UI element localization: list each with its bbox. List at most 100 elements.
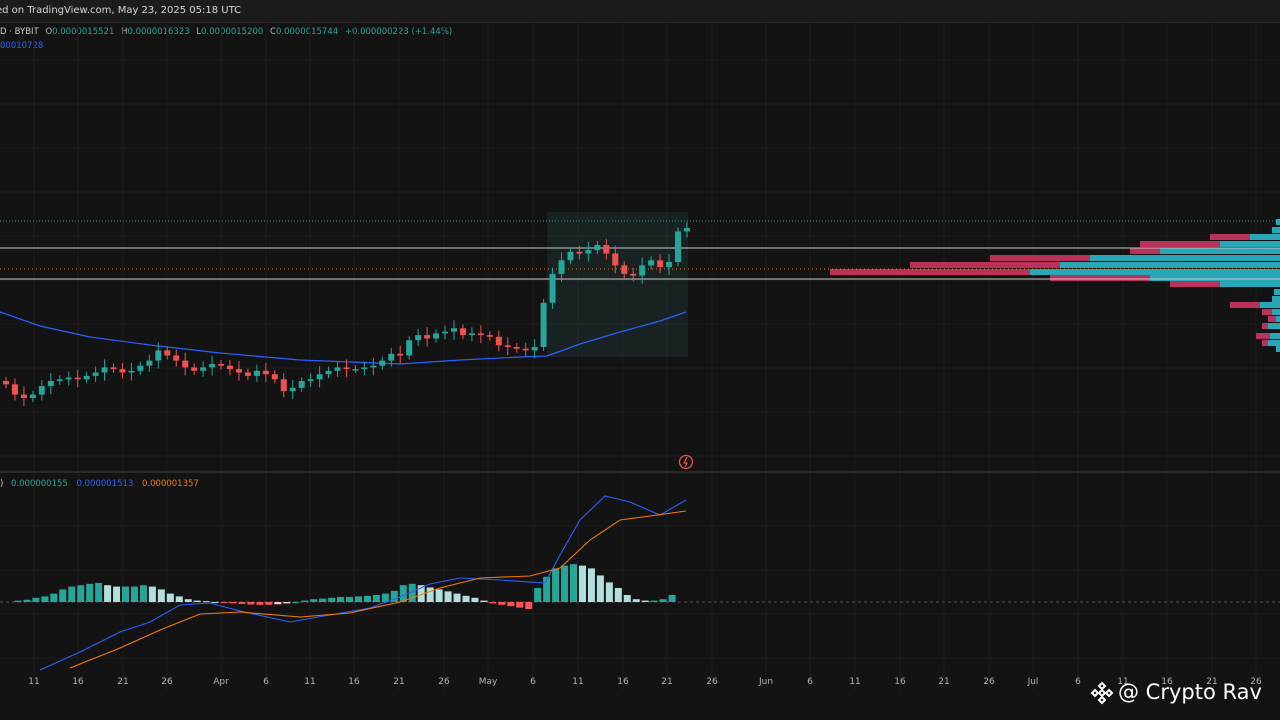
candle-body xyxy=(164,350,171,356)
histogram-bar xyxy=(113,586,121,602)
x-axis-label: 11 xyxy=(304,677,315,687)
histogram-bar xyxy=(444,591,452,602)
vp-bar-up xyxy=(1090,255,1280,261)
candle-body xyxy=(38,386,45,395)
histogram-bar xyxy=(543,576,551,602)
candle-body xyxy=(639,265,646,276)
vp-bar-up xyxy=(1220,281,1280,287)
signal-line xyxy=(69,510,687,669)
vp-bar-down xyxy=(1230,302,1260,308)
macd-legend-prefix: ) xyxy=(0,479,4,489)
candle-body xyxy=(325,370,332,375)
histogram-bar xyxy=(426,587,434,602)
histogram-bar xyxy=(193,600,201,602)
histogram-bar xyxy=(95,582,103,602)
vp-bar-up xyxy=(1268,340,1280,346)
x-axis-label: 21 xyxy=(393,677,404,687)
vp-bar-up xyxy=(1250,234,1280,240)
histogram-bar xyxy=(507,602,515,607)
candle-body xyxy=(513,347,520,349)
x-axis-label: 6 xyxy=(1075,677,1081,687)
histogram-bar xyxy=(310,599,318,602)
histogram-value: 0.000000155 xyxy=(11,479,68,489)
low-label: L xyxy=(196,27,202,37)
x-axis-label: Apr xyxy=(213,677,229,687)
candle-body xyxy=(101,367,108,373)
histogram-bar xyxy=(23,599,31,602)
histogram-bar xyxy=(274,602,282,605)
vp-bar-up xyxy=(1220,241,1280,247)
vp-bar-up xyxy=(1276,219,1280,225)
vp-bar-up xyxy=(1276,316,1280,322)
candle-body xyxy=(576,251,583,254)
histogram-bar xyxy=(596,575,604,602)
x-axis: 11 16 21 26 Apr 6 11 16 21 26 May 6 11 16 21 26 Jun 6 11 16… xyxy=(28,677,1262,687)
ma-value: 00010728 xyxy=(0,41,44,51)
signal-value: 0.000001357 xyxy=(142,479,199,489)
x-axis-label: 21 xyxy=(1206,677,1217,687)
histogram-bar xyxy=(480,600,488,602)
candle-body xyxy=(182,360,189,368)
histogram-bar xyxy=(32,597,40,602)
candle-body xyxy=(29,394,36,398)
candle-body xyxy=(486,335,493,337)
candle-body xyxy=(262,370,269,375)
histogram-bar xyxy=(130,586,138,602)
candle-body xyxy=(20,394,27,398)
candle-body xyxy=(621,265,628,274)
histogram-bar xyxy=(319,598,327,602)
candle-body xyxy=(477,333,484,336)
vp-bar-down xyxy=(1256,333,1270,339)
vp-bar-up xyxy=(1276,346,1280,352)
vp-bar-up xyxy=(1272,296,1280,302)
candle-body xyxy=(558,260,565,274)
histogram-bar xyxy=(202,601,210,603)
open-label: O xyxy=(45,27,53,37)
histogram-bar xyxy=(525,602,533,609)
x-axis-label: 11 xyxy=(1117,677,1128,687)
diamond-logo-icon xyxy=(1090,681,1114,705)
x-axis-label: 11 xyxy=(849,677,860,687)
candle-body xyxy=(397,353,404,356)
vp-bar-up xyxy=(1272,227,1280,233)
histogram-bar xyxy=(148,586,156,602)
histogram-bar xyxy=(50,593,58,602)
candle-body xyxy=(352,369,359,371)
candle-body xyxy=(173,355,180,361)
candles xyxy=(3,222,690,406)
moving-average-line xyxy=(0,311,687,365)
candle-body xyxy=(235,369,242,373)
histogram-bar xyxy=(301,600,309,602)
alert-icon[interactable] xyxy=(678,454,694,470)
candle-body xyxy=(3,381,9,385)
candle-body xyxy=(522,348,529,351)
candle-body xyxy=(424,335,431,339)
candle-body xyxy=(370,365,377,368)
x-axis-label: 21 xyxy=(938,677,949,687)
candle-body xyxy=(128,370,135,373)
histogram-bar xyxy=(256,602,264,605)
x-axis-label: 26 xyxy=(161,677,173,687)
alert-bolt xyxy=(683,456,688,468)
high-value: 0.0000016323 xyxy=(127,27,190,37)
low-value: 0.0000015200 xyxy=(201,27,264,37)
candle-body xyxy=(343,367,350,370)
alert-circle xyxy=(678,454,694,470)
histogram-bar xyxy=(211,602,219,603)
symbol-label[interactable]: D · BYBIT xyxy=(0,27,39,37)
histogram-bar xyxy=(328,597,336,602)
x-axis-label: 16 xyxy=(894,677,906,687)
histogram-bar xyxy=(435,589,443,602)
x-axis-label: 16 xyxy=(617,677,629,687)
histogram-bar xyxy=(41,596,49,602)
histogram-bar xyxy=(229,602,237,604)
macd-histogram xyxy=(14,564,676,609)
candle-body xyxy=(459,328,466,336)
candle-body xyxy=(406,340,413,356)
histogram-bar xyxy=(184,599,192,602)
vp-bar-up xyxy=(1150,275,1280,281)
vp-bar-down xyxy=(910,262,1060,268)
candle-body xyxy=(683,228,690,232)
vp-bar-down xyxy=(1262,323,1268,329)
